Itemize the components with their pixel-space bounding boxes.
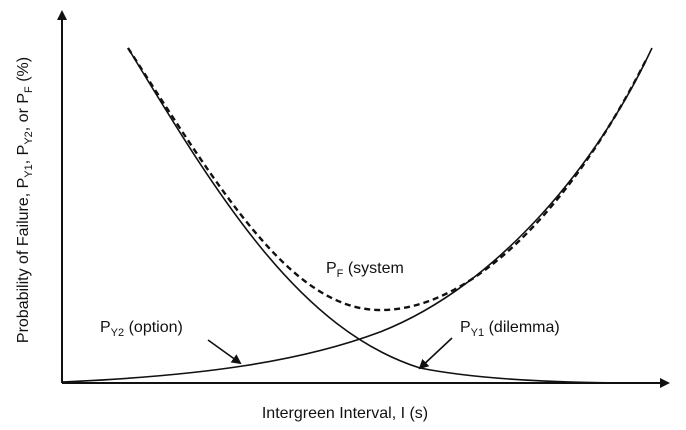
- dilemma-arrow: [418, 337, 453, 370]
- option-label: PY2 (option): [100, 319, 183, 339]
- label-part: P: [460, 319, 471, 336]
- label-part: , or P: [15, 93, 32, 131]
- y-axis-label: Probability of Failure, PY1, PY2, or PF …: [15, 57, 35, 343]
- x-axis-label: Intergreen Interval, I (s): [262, 405, 428, 422]
- label-part: (dilemma): [484, 319, 560, 336]
- label-part: P: [100, 319, 111, 336]
- label-sub: Y1: [471, 327, 484, 339]
- label-sub: Y2: [23, 131, 35, 144]
- label-sub: Y1: [23, 164, 35, 177]
- option-arrow: [207, 339, 242, 365]
- label-sub: F: [23, 86, 35, 93]
- py1-curve: [127, 47, 641, 384]
- label-part: , P: [15, 145, 32, 165]
- label-part: (%): [15, 57, 32, 86]
- system-label: PF (system: [326, 260, 404, 280]
- label-part: P: [326, 260, 337, 277]
- label-part: Probability of Failure, P: [15, 178, 32, 343]
- label-sub: F: [337, 268, 344, 280]
- label-part: (option): [124, 319, 183, 336]
- pf-curve: [126, 47, 648, 312]
- dilemma-label: PY1 (dilemma): [460, 319, 560, 339]
- label-sub: Y2: [111, 327, 124, 339]
- label-part: (system: [343, 260, 403, 277]
